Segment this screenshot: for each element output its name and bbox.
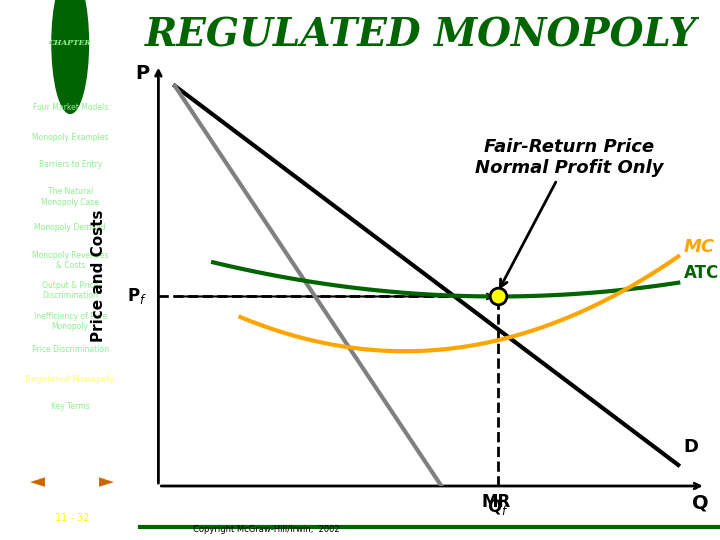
- Text: Regulated Monopoly: Regulated Monopoly: [25, 375, 115, 383]
- Text: Output & Price
Discrimination: Output & Price Discrimination: [42, 281, 99, 300]
- Text: CHAPTER: CHAPTER: [49, 39, 91, 47]
- Text: MC: MC: [684, 238, 715, 256]
- Text: Q$_f$: Q$_f$: [487, 497, 508, 517]
- Text: Q: Q: [692, 494, 708, 512]
- Text: End
Show: End Show: [27, 504, 48, 523]
- Text: Barriers to Entry: Barriers to Entry: [38, 160, 102, 169]
- Text: P: P: [135, 64, 149, 83]
- Text: Price and Costs: Price and Costs: [91, 209, 106, 342]
- Text: Previous
Slide: Previous Slide: [23, 489, 53, 502]
- Text: Fair-Return Price
Normal Profit Only: Fair-Return Price Normal Profit Only: [474, 138, 663, 287]
- Text: ►: ►: [99, 472, 114, 491]
- Circle shape: [52, 0, 89, 113]
- Text: 11 - 32: 11 - 32: [55, 514, 89, 523]
- Text: Price Discrimination: Price Discrimination: [32, 346, 109, 354]
- Text: ATC: ATC: [684, 265, 719, 282]
- Text: Inefficiency of Pure
Monopoly: Inefficiency of Pure Monopoly: [34, 312, 107, 331]
- Text: D: D: [684, 438, 698, 456]
- Text: Key Terms: Key Terms: [51, 402, 89, 410]
- Text: REGULATED MONOPOLY: REGULATED MONOPOLY: [145, 16, 697, 54]
- Text: Monopoly Revenues
& Costs: Monopoly Revenues & Costs: [32, 251, 109, 270]
- Text: Next
Slide: Next Slide: [98, 489, 114, 502]
- Text: ◄: ◄: [30, 472, 45, 491]
- Text: Four Market Models: Four Market Models: [32, 104, 108, 112]
- Text: Monopoly Examples: Monopoly Examples: [32, 133, 109, 142]
- Text: MR: MR: [481, 493, 510, 511]
- Text: The Natural
Monopoly Case: The Natural Monopoly Case: [41, 187, 99, 207]
- Text: ⏭: ⏭: [102, 511, 111, 529]
- Text: P$_f$: P$_f$: [127, 286, 146, 307]
- Text: Monopoly Demand: Monopoly Demand: [35, 224, 106, 232]
- Text: Copyright McGraw-Hill/Irwin,  2002: Copyright McGraw-Hill/Irwin, 2002: [193, 525, 340, 534]
